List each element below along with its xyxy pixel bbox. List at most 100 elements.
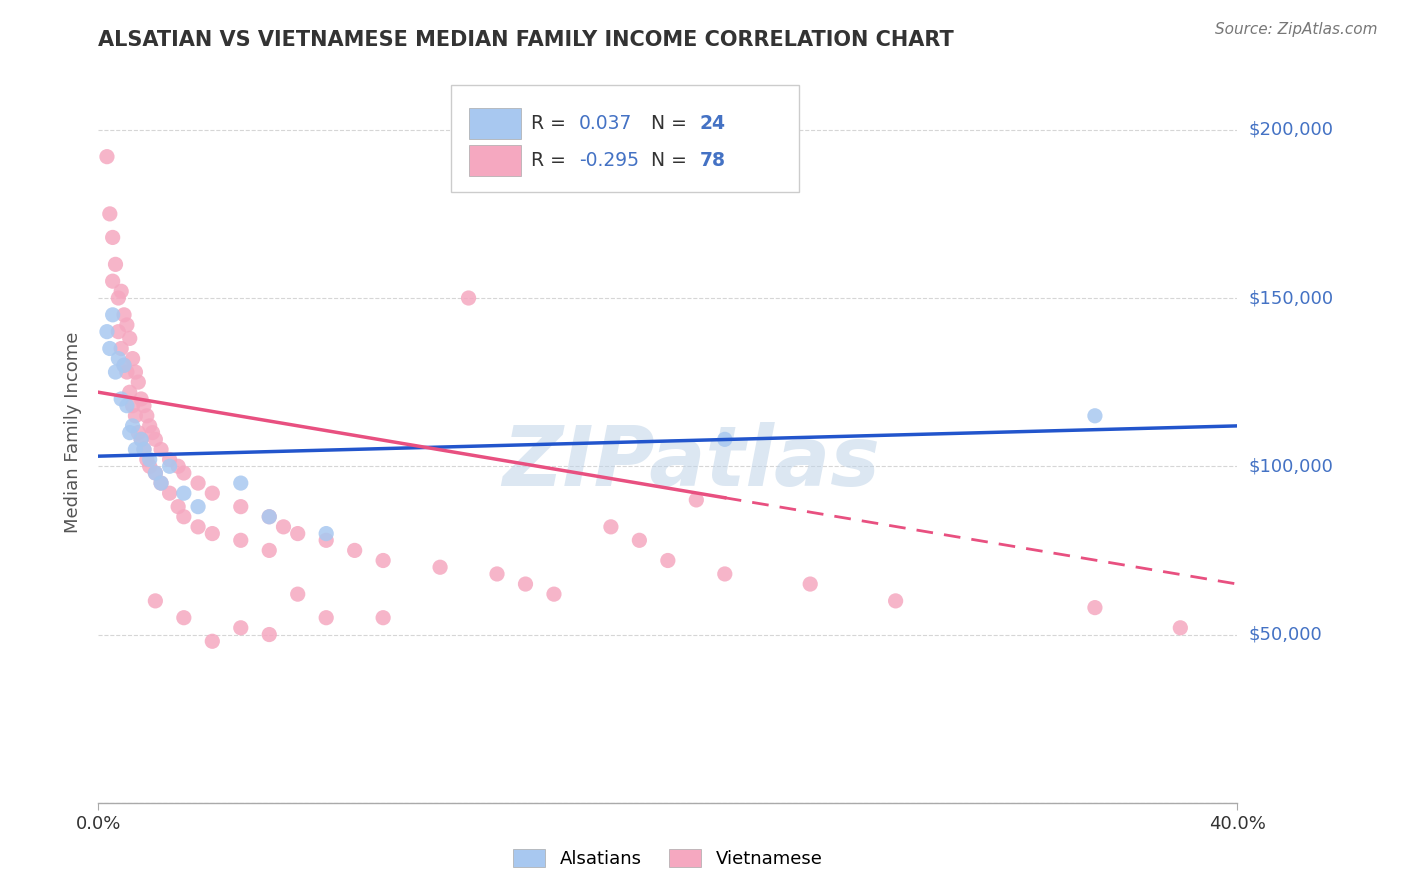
Point — [145, 433, 167, 447]
Point — [129, 392, 152, 406]
Point — [150, 442, 173, 457]
Point — [129, 433, 152, 447]
Point — [167, 459, 190, 474]
Point — [884, 594, 907, 608]
Y-axis label: Median Family Income: Median Family Income — [65, 332, 83, 533]
FancyBboxPatch shape — [468, 145, 522, 177]
Text: N =: N = — [651, 152, 693, 170]
Point — [107, 351, 129, 366]
Text: Source: ZipAtlas.com: Source: ZipAtlas.com — [1215, 22, 1378, 37]
Point — [118, 425, 141, 440]
Point — [515, 577, 537, 591]
Point — [201, 634, 224, 648]
Point — [173, 610, 195, 624]
Point — [141, 425, 163, 440]
Point — [187, 520, 209, 534]
Text: R =: R = — [531, 114, 572, 134]
Point — [115, 365, 138, 379]
Point — [259, 509, 281, 524]
Point — [96, 325, 118, 339]
Point — [135, 409, 157, 423]
Text: N =: N = — [651, 114, 693, 134]
Point — [201, 526, 224, 541]
Text: ZIPatlas: ZIPatlas — [502, 422, 880, 503]
Point — [112, 359, 135, 373]
Point — [132, 442, 155, 457]
Point — [145, 466, 167, 480]
Point — [124, 442, 146, 457]
Point — [110, 392, 132, 406]
Point — [129, 433, 152, 447]
Point — [98, 207, 121, 221]
Point — [101, 308, 124, 322]
Point — [138, 418, 160, 433]
Text: R =: R = — [531, 152, 572, 170]
Point — [273, 520, 295, 534]
Point — [315, 610, 337, 624]
Point — [259, 627, 281, 641]
Point — [107, 291, 129, 305]
Point — [173, 466, 195, 480]
Point — [486, 566, 509, 581]
Point — [173, 509, 195, 524]
Point — [159, 459, 181, 474]
Point — [259, 509, 281, 524]
Point — [543, 587, 565, 601]
Point — [96, 150, 118, 164]
Point — [124, 365, 146, 379]
Point — [112, 359, 135, 373]
Point — [373, 553, 395, 567]
Point — [229, 476, 252, 491]
Point — [118, 385, 141, 400]
Point — [287, 587, 309, 601]
Point — [201, 486, 224, 500]
Point — [145, 466, 167, 480]
Text: 0.037: 0.037 — [579, 114, 633, 134]
Point — [167, 500, 190, 514]
Point — [150, 476, 173, 491]
Point — [135, 452, 157, 467]
Point — [1084, 600, 1107, 615]
Point — [132, 442, 155, 457]
Point — [315, 526, 337, 541]
Text: $100,000: $100,000 — [1249, 458, 1333, 475]
Point — [121, 351, 143, 366]
Point — [121, 418, 143, 433]
Point — [714, 566, 737, 581]
FancyBboxPatch shape — [468, 108, 522, 139]
Point — [132, 399, 155, 413]
Point — [173, 486, 195, 500]
Point — [1170, 621, 1192, 635]
Point — [101, 274, 124, 288]
Point — [138, 459, 160, 474]
Point — [107, 325, 129, 339]
Point — [457, 291, 479, 305]
Point — [124, 409, 146, 423]
Point — [138, 452, 160, 467]
Point — [1084, 409, 1107, 423]
Point — [799, 577, 821, 591]
Point — [229, 500, 252, 514]
Point — [685, 492, 707, 507]
Point — [115, 318, 138, 332]
Text: $200,000: $200,000 — [1249, 120, 1333, 139]
Point — [118, 331, 141, 345]
Point — [121, 399, 143, 413]
Point — [343, 543, 366, 558]
Point — [112, 308, 135, 322]
Text: -0.295: -0.295 — [579, 152, 638, 170]
Point — [127, 425, 149, 440]
Point — [110, 285, 132, 299]
Text: 24: 24 — [700, 114, 725, 134]
Point — [657, 553, 679, 567]
Point — [159, 452, 181, 467]
Text: $50,000: $50,000 — [1249, 625, 1322, 643]
Text: 78: 78 — [700, 152, 725, 170]
Point — [127, 375, 149, 389]
Point — [150, 476, 173, 491]
Legend: Alsatians, Vietnamese: Alsatians, Vietnamese — [506, 841, 830, 875]
Point — [287, 526, 309, 541]
Point — [600, 520, 623, 534]
Point — [628, 533, 651, 548]
Text: $150,000: $150,000 — [1249, 289, 1333, 307]
